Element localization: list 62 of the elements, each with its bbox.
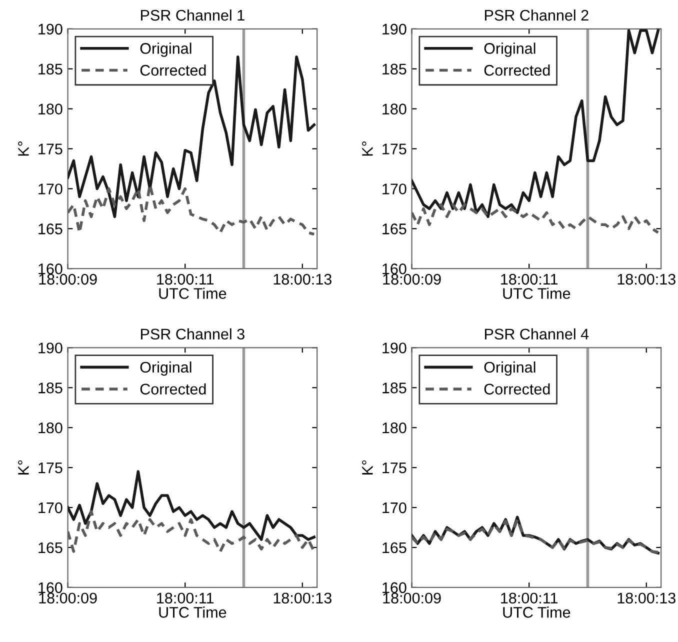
line-series — [68, 470, 316, 541]
y-axis-title: K° — [362, 142, 373, 156]
y-tick-label: 175 — [38, 144, 62, 154]
y-tick-label: 175 — [38, 462, 62, 474]
y-tick-label: 175 — [382, 144, 406, 154]
y-tick-label: 180 — [382, 422, 406, 434]
x-axis-title: UTC Time — [159, 606, 226, 618]
y-tick-label: 170 — [382, 184, 406, 194]
y-tick-label: 165 — [382, 542, 406, 554]
y-tick-label: 165 — [38, 224, 62, 234]
x-tick-label: 18:00:11 — [501, 592, 558, 604]
y-tick-label: 165 — [38, 542, 62, 554]
x-axis-title: UTC Time — [503, 288, 570, 299]
chart-title: PSR Channel 2 — [485, 9, 588, 21]
chart-title: PSR Channel 3 — [141, 328, 244, 340]
y-tick-label: 185 — [38, 382, 62, 394]
x-tick-label: 18:00:13 — [618, 274, 676, 285]
x-tick-label: 18:00:13 — [274, 274, 332, 285]
y-tick-label: 180 — [38, 422, 62, 434]
y-tick-label: 160 — [382, 263, 406, 274]
y-tick-label: 170 — [38, 502, 62, 514]
y-axis-title: K° — [18, 460, 29, 474]
y-tick-label: 175 — [382, 462, 406, 474]
y-tick-label: 180 — [382, 104, 406, 114]
y-tick-label: 185 — [38, 64, 62, 75]
chart-title: PSR Channel 4 — [485, 328, 589, 340]
y-tick-label: 165 — [382, 224, 406, 234]
y-tick-label: 160 — [382, 582, 406, 594]
line-series — [68, 55, 316, 218]
legend-label: Corrected — [140, 383, 206, 395]
y-tick-label: 185 — [382, 382, 406, 394]
x-axis-title: UTC Time — [503, 606, 570, 618]
legend-label: Original — [140, 42, 192, 57]
y-tick-label: 180 — [38, 104, 62, 114]
x-tick-label: 18:00:11 — [157, 274, 214, 285]
y-axis-title: K° — [362, 460, 373, 474]
x-tick-label: 18:00:13 — [618, 592, 676, 604]
x-tick-label: 18:00:09 — [383, 274, 441, 285]
legend-label: Original — [484, 361, 536, 376]
y-tick-label: 160 — [38, 263, 62, 274]
x-tick-label: 18:00:09 — [39, 274, 97, 285]
x-tick-label: 18:00:09 — [39, 592, 97, 604]
legend-label: Corrected — [140, 64, 206, 76]
legend-label: Original — [140, 361, 192, 376]
y-tick-label: 190 — [382, 24, 406, 35]
x-tick-label: 18:00:11 — [501, 274, 558, 285]
y-axis-title: K° — [18, 142, 29, 156]
legend-label: Original — [484, 42, 536, 57]
y-tick-label: 170 — [382, 502, 406, 514]
y-tick-label: 185 — [382, 64, 406, 75]
y-tick-label: 170 — [38, 184, 62, 194]
y-tick-label: 190 — [38, 342, 62, 354]
y-tick-label: 160 — [38, 582, 62, 594]
chart-title: PSR Channel 1 — [141, 9, 244, 21]
legend-label: Corrected — [484, 64, 550, 76]
y-tick-label: 190 — [382, 342, 406, 354]
x-axis-title: UTC Time — [159, 288, 226, 299]
x-tick-label: 18:00:11 — [157, 592, 214, 604]
x-tick-label: 18:00:13 — [274, 592, 332, 604]
legend-label: Corrected — [484, 383, 550, 395]
x-tick-label: 18:00:09 — [383, 592, 441, 604]
y-tick-label: 190 — [38, 24, 62, 35]
